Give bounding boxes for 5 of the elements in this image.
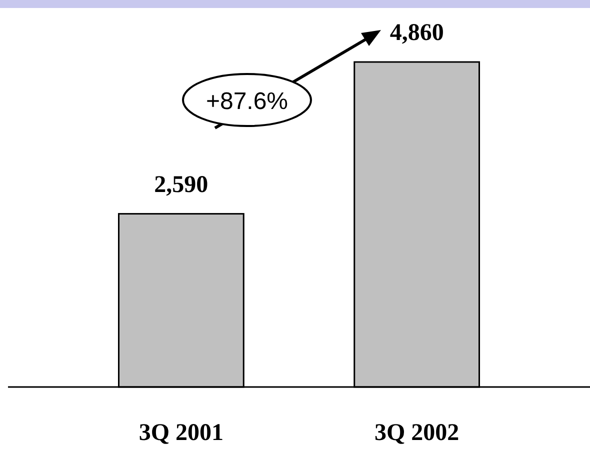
- data-label: 2,590: [154, 172, 208, 198]
- x-tick-label: 3Q 2001: [138, 420, 224, 446]
- data-label: 4,860: [390, 20, 444, 46]
- annotation: +87.6%: [206, 88, 288, 115]
- x-tick-label: 3Q 2002: [374, 420, 460, 446]
